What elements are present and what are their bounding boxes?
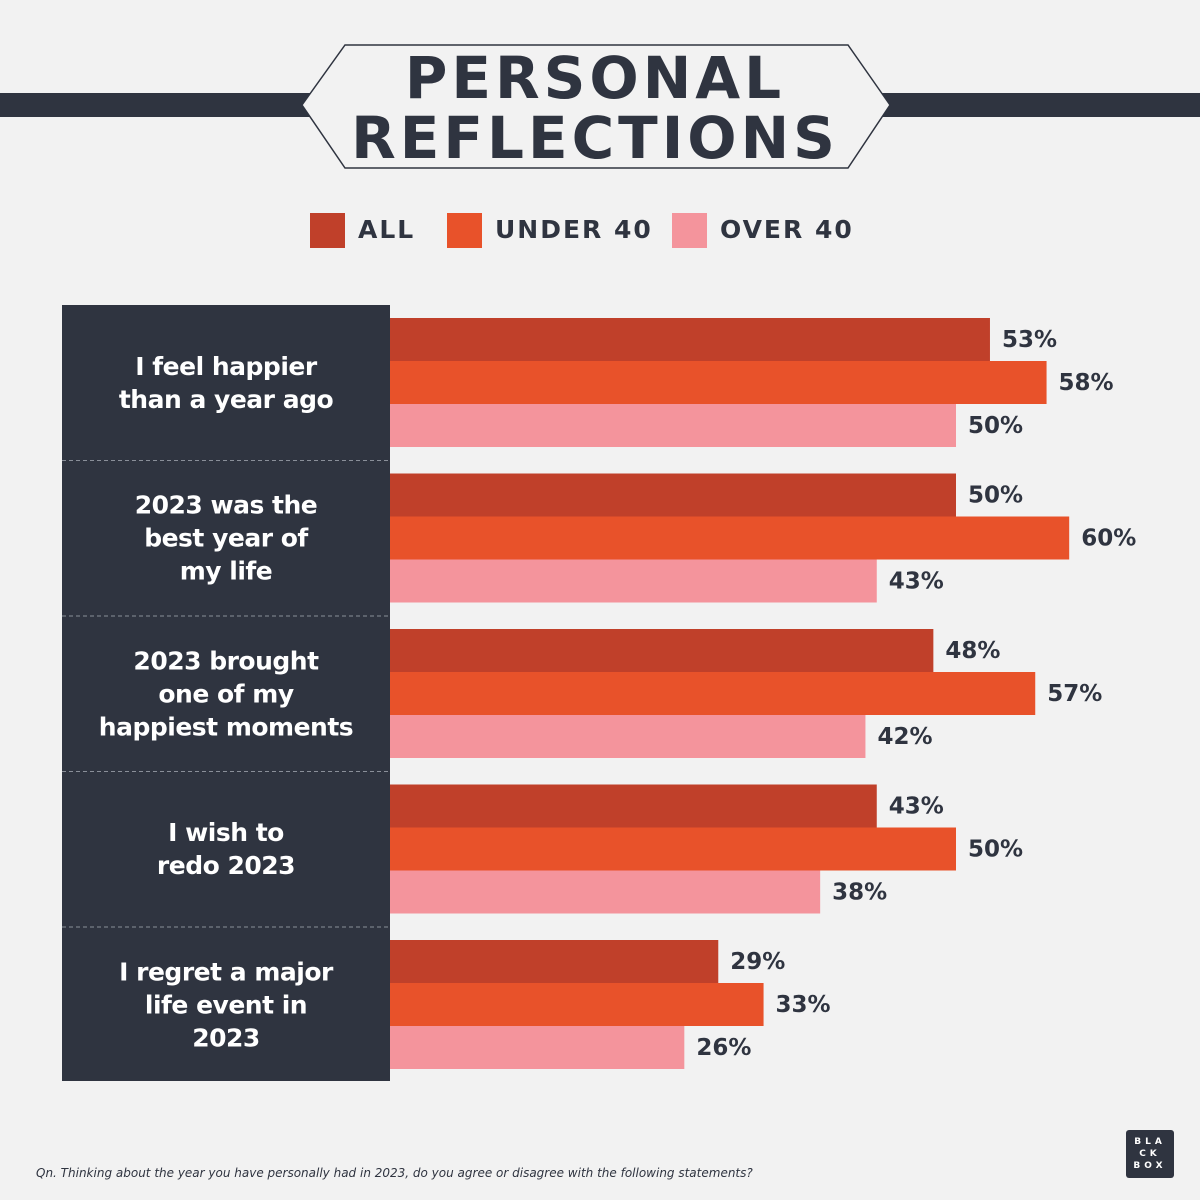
category-label: I feel happier than a year ago	[118, 351, 334, 414]
value-label: 58%	[1059, 370, 1114, 396]
value-label: 50%	[968, 413, 1023, 439]
legend-swatch	[672, 213, 707, 248]
legend-label: UNDER 40	[495, 215, 653, 244]
bar	[390, 404, 956, 447]
value-label: 43%	[889, 794, 944, 820]
value-label: 42%	[877, 724, 932, 750]
bar	[390, 318, 990, 361]
legend-label: ALL	[358, 215, 415, 244]
bar	[390, 516, 1070, 560]
bar	[390, 1026, 685, 1069]
bar	[390, 559, 877, 603]
category-label: 2023 was the best year of my life	[134, 490, 318, 586]
label-panel	[62, 305, 390, 1081]
legend-swatch	[310, 213, 345, 248]
value-label: 60%	[1081, 526, 1136, 552]
bar	[390, 672, 1036, 715]
value-label: 57%	[1047, 681, 1102, 707]
value-label: 38%	[832, 880, 887, 906]
value-label: 53%	[1002, 327, 1057, 353]
value-label: 33%	[776, 992, 831, 1018]
title-frame	[301, 44, 891, 169]
footnote: Qn. Thinking about the year you have per…	[36, 1166, 753, 1180]
logo: BLA CK BOX	[1126, 1130, 1174, 1178]
value-label: 26%	[696, 1035, 751, 1061]
value-label: 29%	[730, 949, 785, 975]
bar	[390, 715, 866, 758]
legend-swatch	[447, 213, 482, 248]
bar	[390, 361, 1047, 404]
category-label: I regret a major life event in 2023	[119, 957, 333, 1052]
value-label: 50%	[968, 483, 1023, 509]
category-label: I wish to redo 2023	[156, 818, 296, 880]
value-label: 43%	[889, 569, 944, 595]
legend-label: OVER 40	[720, 215, 854, 244]
category-label: 2023 brought one of my happiest moments	[98, 646, 354, 741]
bar	[390, 940, 719, 983]
bar	[390, 629, 934, 672]
value-label: 48%	[945, 638, 1000, 664]
bar	[390, 784, 877, 828]
bar	[390, 473, 956, 517]
header-band-right	[878, 93, 1200, 117]
bar	[390, 827, 956, 871]
value-label: 50%	[968, 837, 1023, 863]
bar	[390, 870, 821, 914]
chart-title: PERSONAL REFLECTIONS	[351, 44, 839, 172]
header-band-left	[0, 93, 312, 117]
bar	[390, 983, 764, 1026]
